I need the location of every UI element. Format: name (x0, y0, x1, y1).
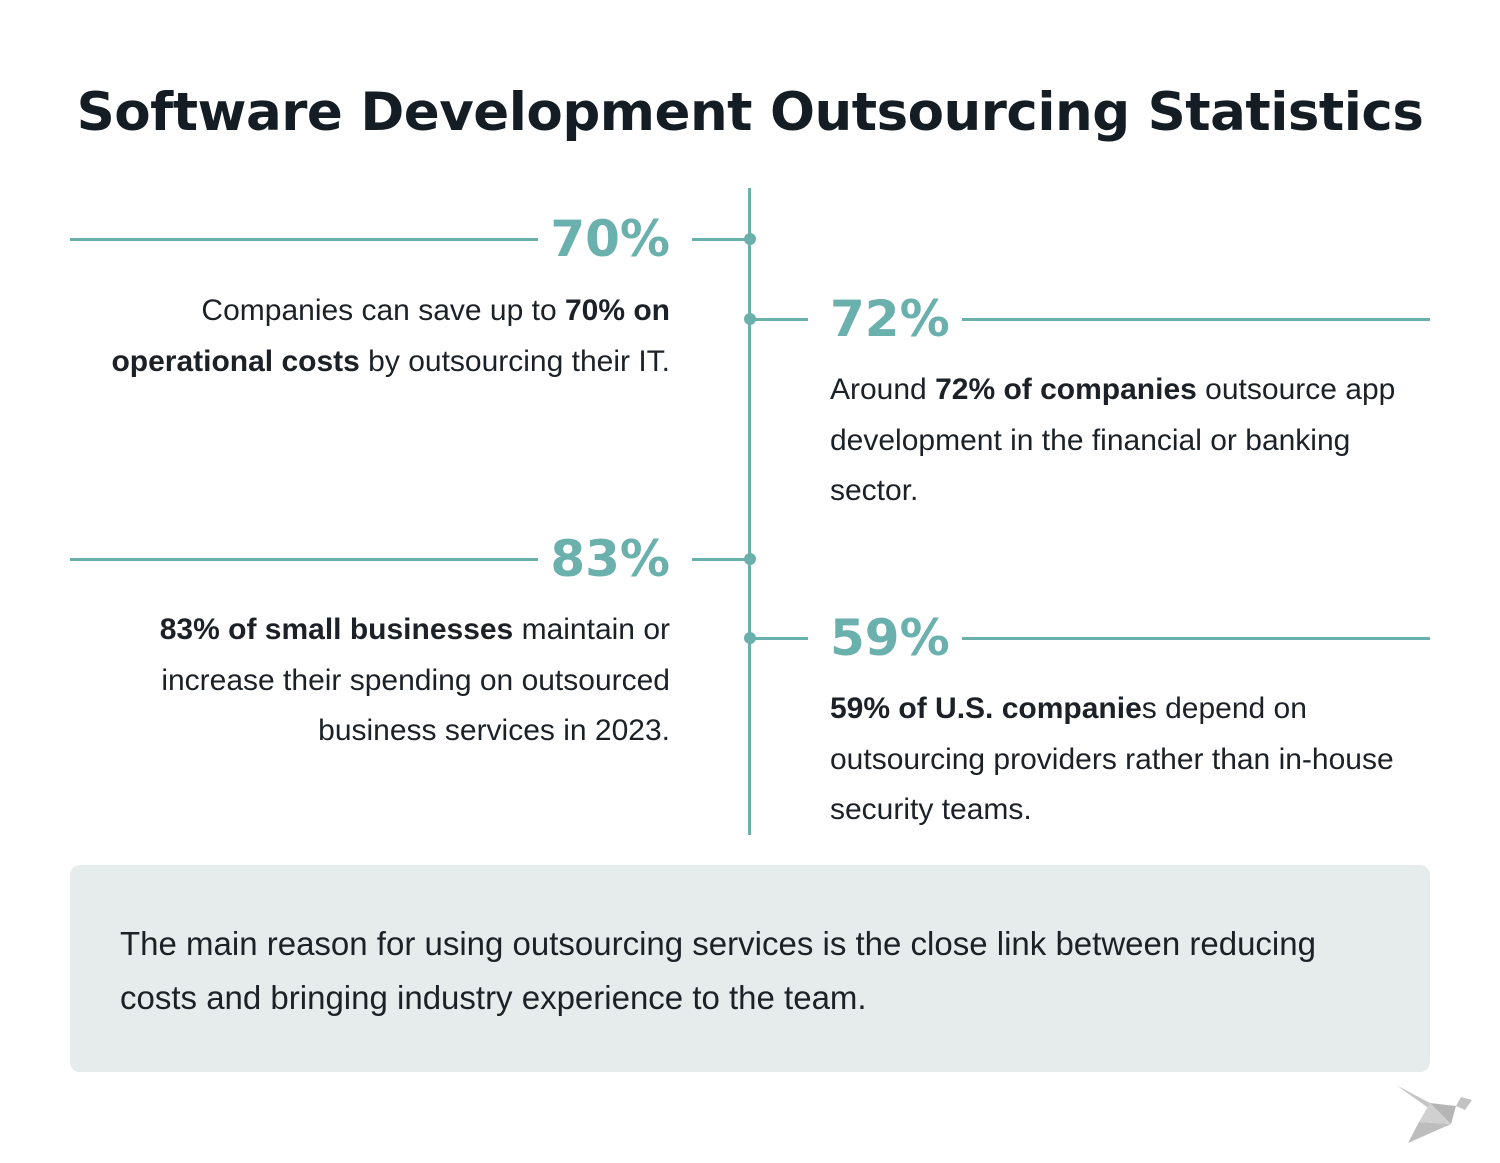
body-text: maintain or increase their spending on o… (161, 613, 670, 747)
divider-line (962, 637, 1430, 640)
highlight-text: 83% of small businesses (159, 613, 514, 646)
highlight-text: 72% of companies (935, 373, 1197, 406)
stat-text-72: Around 72% of companies outsource app de… (830, 365, 1410, 517)
highlight-text: 70% on operational costs (111, 294, 670, 378)
body-text: s depend on outsourcing providers rather… (830, 692, 1394, 826)
stat-text-59: 59% of U.S. companies depend on outsourc… (830, 684, 1410, 836)
timeline-dot (744, 313, 756, 325)
timeline-dot (744, 233, 756, 245)
origami-bird-icon (1396, 1085, 1472, 1143)
timeline-dot (744, 553, 756, 565)
summary-note-box: The main reason for using outsourcing se… (70, 865, 1430, 1072)
stat-text-83: 83% of small businesses maintain or incr… (60, 605, 670, 757)
connector-line (692, 558, 748, 561)
stat-value-59: 59% (830, 609, 950, 667)
connector-line (751, 318, 808, 321)
connector-line (692, 238, 748, 241)
stat-text-70: Companies can save up to 70% on operatio… (100, 286, 670, 387)
connector-line (751, 637, 808, 640)
timeline-dot (744, 632, 756, 644)
divider-line (70, 238, 538, 241)
stat-value-72: 72% (830, 290, 950, 348)
body-text: by outsourcing their IT. (359, 344, 670, 378)
highlight-text: 59% of U.S. companie (830, 692, 1142, 725)
divider-line (70, 558, 538, 561)
timeline-axis (748, 188, 751, 835)
body-text: Companies can save up to (201, 294, 565, 327)
divider-line (962, 318, 1430, 321)
stat-value-83: 83% (550, 530, 670, 588)
page-title: Software Development Outsourcing Statist… (76, 82, 1424, 143)
summary-note-text: The main reason for using outsourcing se… (120, 925, 1316, 1016)
body-text: Around (830, 373, 936, 406)
body-text: outsource app development in the financi… (830, 373, 1396, 507)
stat-value-70: 70% (550, 210, 670, 268)
